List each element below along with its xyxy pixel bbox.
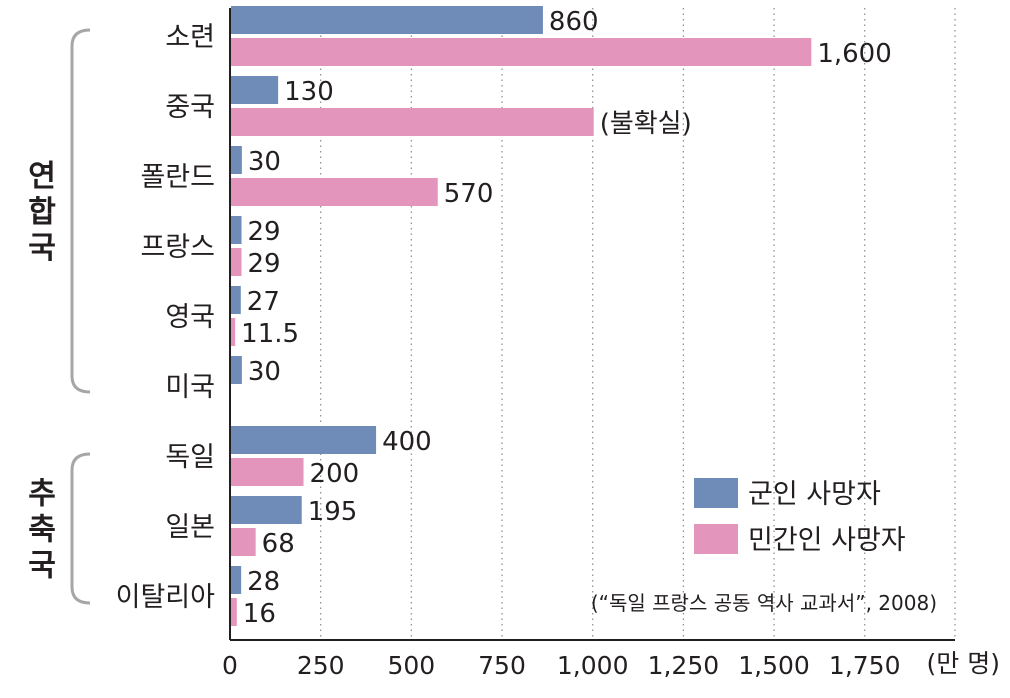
group-label-char: 합 xyxy=(28,195,56,230)
category-label: 영국 xyxy=(165,302,215,333)
value-label-civilian: 200 xyxy=(310,459,360,489)
legend-swatch-military xyxy=(694,478,738,508)
bar-military xyxy=(231,356,242,384)
bar-military xyxy=(231,216,242,244)
category-label: 일본 xyxy=(165,512,215,543)
bar-military xyxy=(231,146,242,174)
bar-civilian xyxy=(231,248,242,276)
group-label-char: 축 xyxy=(28,513,56,548)
value-label-civilian: (불확실) xyxy=(600,109,692,139)
bar-military xyxy=(231,566,242,594)
group-bracket xyxy=(70,28,91,394)
bar-civilian xyxy=(231,178,438,206)
x-tick-label: 250 xyxy=(297,651,345,680)
bar-military xyxy=(231,6,543,34)
value-label-military: 860 xyxy=(549,7,599,37)
category-label: 소련 xyxy=(165,22,215,53)
group-label-char: 국 xyxy=(28,231,56,266)
x-unit-label: (만 명) xyxy=(927,649,1000,678)
value-label-military: 195 xyxy=(308,497,358,527)
legend-label-military: 군인 사망자 xyxy=(748,479,881,510)
legend-label-civilian: 민간인 사망자 xyxy=(748,525,906,556)
bar-military xyxy=(231,76,279,104)
x-tick-label: 1,000 xyxy=(557,651,629,680)
bar-civilian xyxy=(231,458,304,486)
category-label: 이탈리아 xyxy=(116,582,216,613)
bar-military xyxy=(231,286,241,314)
bar-civilian xyxy=(231,598,237,626)
category-label: 중국 xyxy=(165,92,215,123)
legend-swatch-civilian xyxy=(694,524,738,554)
value-label-military: 28 xyxy=(247,567,280,597)
category-label: 폴란드 xyxy=(140,162,215,193)
value-label-civilian: 29 xyxy=(248,249,281,279)
group-label-char: 추 xyxy=(28,477,56,512)
value-label-military: 29 xyxy=(248,217,281,247)
source-note: (“독일 프랑스 공동 역사 교과서”, 2008) xyxy=(591,591,937,615)
value-label-military: 400 xyxy=(382,427,432,457)
bar-military xyxy=(231,426,377,454)
group-bracket xyxy=(70,452,91,605)
value-label-civilian: 11.5 xyxy=(241,319,299,349)
x-tick-label: 500 xyxy=(387,651,435,680)
x-tick-label: 0 xyxy=(222,651,238,680)
bar-civilian xyxy=(231,38,812,66)
value-label-civilian: 1,600 xyxy=(817,39,891,69)
group-label-char: 국 xyxy=(28,549,56,584)
category-label: 독일 xyxy=(165,442,215,473)
bar-civilian xyxy=(231,318,236,346)
bar-civilian xyxy=(231,108,594,136)
value-label-military: 130 xyxy=(284,77,334,107)
x-tick-label: 750 xyxy=(478,651,526,680)
value-label-military: 27 xyxy=(247,287,280,317)
value-label-civilian: 570 xyxy=(444,179,494,209)
x-tick-label: 1,500 xyxy=(738,651,810,680)
value-label-civilian: 16 xyxy=(243,599,276,629)
bar-civilian xyxy=(231,528,256,556)
value-label-military: 30 xyxy=(248,147,281,177)
x-tick-label: 1,250 xyxy=(648,651,720,680)
legend: 군인 사망자 민간인 사망자 xyxy=(694,478,906,556)
bars xyxy=(231,6,812,626)
category-label: 프랑스 xyxy=(140,232,215,263)
bar-military xyxy=(231,496,302,524)
value-label-civilian: 68 xyxy=(262,529,295,559)
category-label: 미국 xyxy=(165,372,215,403)
group-label-char: 연 xyxy=(28,159,56,194)
value-label-military: 30 xyxy=(248,357,281,387)
x-tick-label: 1,750 xyxy=(829,651,901,680)
